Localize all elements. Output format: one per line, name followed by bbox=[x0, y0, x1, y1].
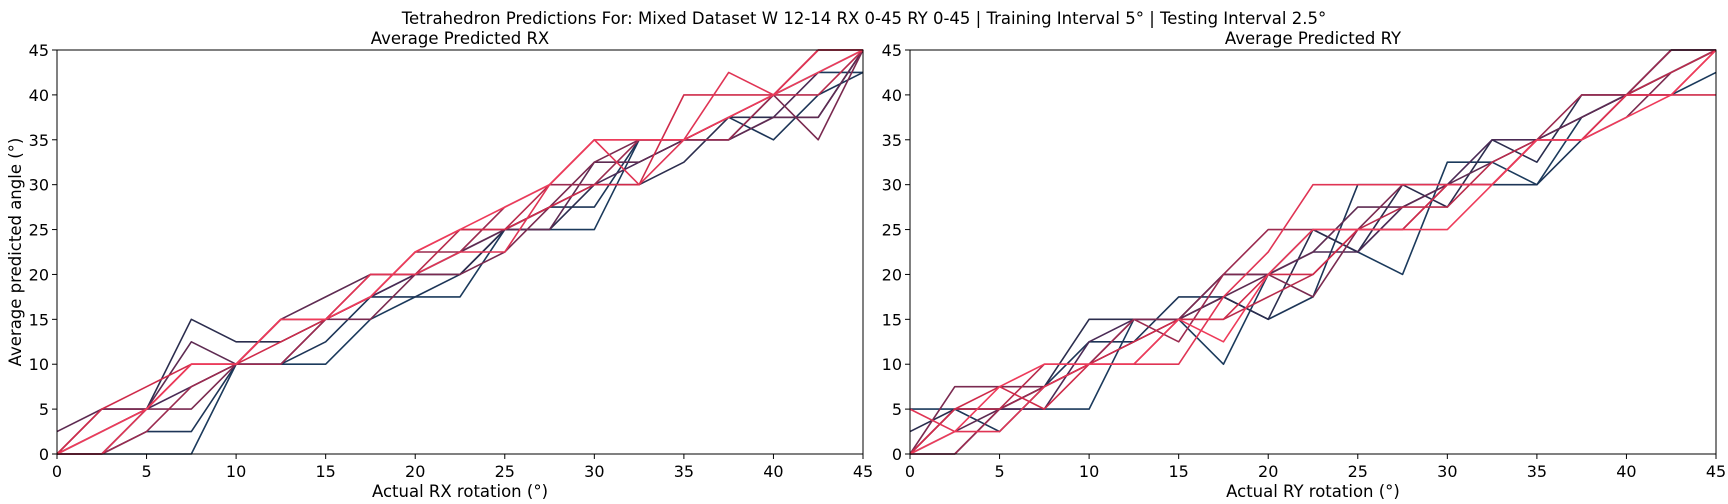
rx-y-tick-label: 35 bbox=[29, 131, 49, 150]
rx-x-tick-label: 30 bbox=[584, 462, 604, 481]
ry-x-tick-label: 25 bbox=[1348, 462, 1368, 481]
rx-y-axis-label: Average predicted angle (°) bbox=[6, 138, 25, 367]
ry-y-tick-label: 0 bbox=[892, 445, 902, 464]
ry-y-tick-label: 25 bbox=[882, 221, 902, 240]
ry-x-tick-label: 10 bbox=[1079, 462, 1099, 481]
ry-x-tick-label: 15 bbox=[1168, 462, 1188, 481]
rx-x-tick-label: 20 bbox=[405, 462, 425, 481]
ry-panel: Average Predicted RY Actual RY rotation … bbox=[882, 29, 1727, 501]
ry-y-tick-label: 10 bbox=[882, 355, 902, 374]
ry-x-tick-label: 40 bbox=[1616, 462, 1636, 481]
rx-plot-frame bbox=[56, 49, 864, 455]
ry-y-tick-label: 35 bbox=[882, 131, 902, 150]
ry-x-tick-label: 0 bbox=[905, 462, 915, 481]
ry-x-tick-label: 20 bbox=[1258, 462, 1278, 481]
ry-y-tick-label: 15 bbox=[882, 310, 902, 329]
rx-y-tick-label: 40 bbox=[29, 86, 49, 105]
rx-x-tick-label: 35 bbox=[674, 462, 694, 481]
ry-y-tick-label: 20 bbox=[882, 265, 902, 284]
ry-series-line-11 bbox=[909, 49, 1717, 455]
ry-series-line-3 bbox=[909, 49, 1717, 433]
ry-series-layer bbox=[909, 49, 1717, 455]
rx-tick-layer: 0 5 10 15 20 25 30 35 40 45 0 5 10 15 20 25 30 35 40 45 bbox=[29, 41, 874, 481]
rx-y-tick-label: 45 bbox=[29, 41, 49, 60]
ry-x-tick-label: 30 bbox=[1437, 462, 1457, 481]
ry-x-tick-label: 35 bbox=[1527, 462, 1547, 481]
rx-y-tick-label: 30 bbox=[29, 176, 49, 195]
rx-y-tick-label: 5 bbox=[39, 400, 49, 419]
rx-x-tick-label: 10 bbox=[226, 462, 246, 481]
rx-y-tick-label: 10 bbox=[29, 355, 49, 374]
ry-y-tick-label: 30 bbox=[882, 176, 902, 195]
rx-x-tick-label: 25 bbox=[495, 462, 515, 481]
rx-series-line-1 bbox=[57, 71, 863, 455]
rx-x-tick-label: 45 bbox=[853, 462, 873, 481]
ry-x-tick-label: 45 bbox=[1706, 462, 1726, 481]
rx-series-line-5 bbox=[56, 49, 864, 433]
ry-series-line-1 bbox=[910, 71, 1717, 410]
ry-tick-layer: 0 5 10 15 20 25 30 35 40 45 0 5 10 15 20 25 30 35 40 45 bbox=[882, 41, 1727, 481]
rx-series-line-11 bbox=[56, 49, 864, 455]
rx-panel-title: Average Predicted RX bbox=[371, 29, 549, 48]
rx-y-tick-label: 0 bbox=[39, 445, 49, 464]
rx-x-tick-label: 0 bbox=[52, 462, 62, 481]
ry-y-tick-label: 5 bbox=[892, 400, 902, 419]
figure-suptitle: Tetrahedron Predictions For: Mixed Datas… bbox=[401, 9, 1326, 28]
rx-x-tick-label: 5 bbox=[141, 462, 151, 481]
rx-x-axis-label: Actual RX rotation (°) bbox=[372, 482, 548, 501]
rx-x-tick-label: 40 bbox=[763, 462, 783, 481]
rx-series-layer bbox=[56, 49, 864, 455]
ry-y-tick-label: 40 bbox=[882, 86, 902, 105]
ry-panel-title: Average Predicted RY bbox=[1225, 29, 1402, 48]
rx-y-tick-label: 25 bbox=[29, 221, 49, 240]
ry-plot-frame bbox=[909, 49, 1717, 455]
rx-panel: Average Predicted RX Actual RX rotation … bbox=[6, 29, 873, 501]
ry-y-tick-label: 45 bbox=[882, 41, 902, 60]
rx-x-tick-label: 15 bbox=[315, 462, 335, 481]
rx-y-tick-label: 20 bbox=[29, 265, 49, 284]
rx-series-line-2 bbox=[57, 71, 864, 455]
ry-x-axis-label: Actual RY rotation (°) bbox=[1226, 482, 1400, 501]
rx-y-tick-label: 15 bbox=[29, 310, 49, 329]
ry-series-line-10 bbox=[909, 49, 1717, 433]
ry-x-tick-label: 5 bbox=[994, 462, 1004, 481]
